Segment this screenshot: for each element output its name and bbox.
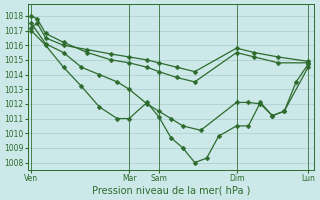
X-axis label: Pression niveau de la mer( hPa ): Pression niveau de la mer( hPa ) — [92, 186, 250, 196]
